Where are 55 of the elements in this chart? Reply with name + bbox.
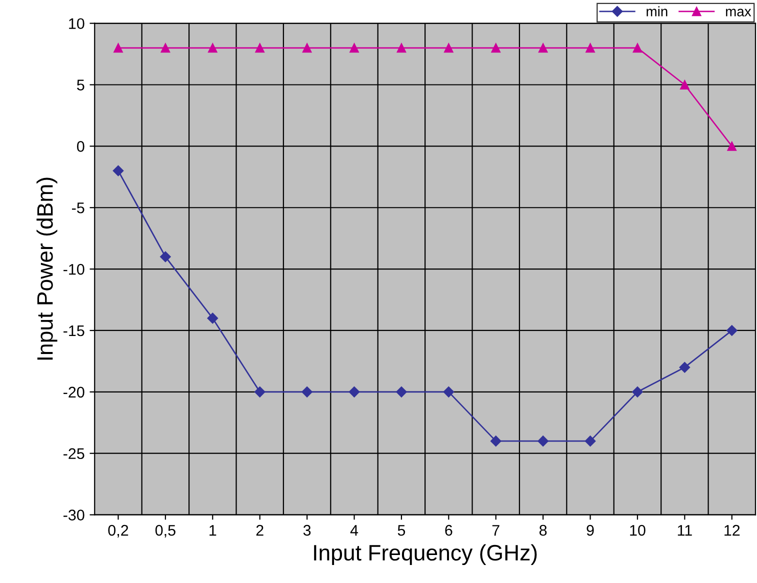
x-tick-label: 4 (350, 525, 358, 536)
point (679, 362, 690, 373)
x-tick-label: 2 (256, 524, 264, 536)
point (302, 43, 312, 53)
legend-label: min (646, 6, 668, 16)
y-axis-title: Input Power (dBm) (36, 178, 58, 360)
x-tick-label: 9 (586, 524, 594, 536)
y-tick-label: 5 (77, 80, 84, 90)
x-tick-label: 10 (630, 524, 646, 536)
x-axis-title: Input Frequency (GHz) (314, 544, 537, 566)
point (114, 43, 123, 53)
point (112, 165, 124, 176)
point (632, 43, 642, 53)
point (396, 386, 407, 398)
y-tick-label: -10 (64, 264, 84, 275)
point (490, 436, 502, 446)
x-tick-label: 3 (303, 524, 311, 536)
point (444, 43, 454, 53)
x-tick-label: 7 (492, 525, 500, 536)
x-tick-label: 8 (539, 524, 547, 536)
x-tick-label: 1 (210, 525, 216, 536)
point (586, 43, 595, 53)
y-tick-label: -30 (64, 510, 84, 520)
y-tick-label: -5 (72, 202, 84, 214)
point (254, 386, 266, 398)
point (726, 325, 738, 336)
point (348, 386, 360, 398)
x-tick-label: 12 (724, 524, 740, 536)
point (255, 43, 265, 53)
point (727, 142, 737, 151)
point (538, 436, 548, 446)
x-tick-label: 11 (678, 525, 692, 536)
point (632, 386, 643, 398)
point (302, 386, 312, 398)
point (443, 386, 454, 398)
point (160, 251, 171, 262)
x-tick-label: 5 (398, 525, 406, 536)
point (491, 43, 501, 53)
legend-label: max (726, 8, 752, 16)
point (208, 43, 218, 53)
y-tick-label: 10 (69, 18, 84, 30)
point (680, 80, 690, 90)
y-tick-label: 0 (77, 141, 84, 152)
x-tick-label: 0,5 (155, 524, 176, 538)
x-tick-label: 6 (445, 524, 452, 536)
point (538, 43, 548, 53)
point (584, 436, 596, 446)
x-tick-label: 0,2 (108, 524, 128, 538)
y-tick-label: -20 (64, 386, 84, 398)
point (350, 43, 359, 53)
y-tick-label: -25 (64, 448, 84, 460)
point (207, 312, 218, 324)
y-tick-label: -15 (64, 326, 84, 336)
point (160, 43, 170, 53)
point (396, 43, 406, 53)
